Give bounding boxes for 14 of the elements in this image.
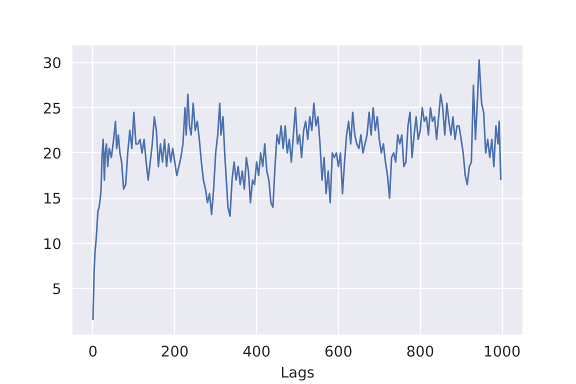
y-tick-label: 25	[42, 100, 62, 118]
x-tick-label: 1000	[483, 344, 521, 360]
x-axis-title: Lags	[280, 364, 315, 382]
line-series	[92, 59, 502, 321]
y-tick-label: 20	[42, 145, 62, 162]
y-tick-label: 10	[42, 236, 62, 253]
y-tick-label: 30	[42, 55, 62, 72]
x-tick-label: 0	[88, 344, 98, 360]
x-tick-label: 600	[324, 344, 352, 360]
x-tick-label: 200	[160, 344, 189, 360]
y-tick-label: 5	[52, 280, 62, 298]
x-tick-label: 400	[242, 344, 271, 360]
y-tick-label: 15	[42, 190, 62, 208]
x-tick-label: 800	[406, 344, 434, 360]
